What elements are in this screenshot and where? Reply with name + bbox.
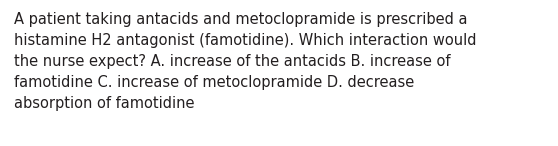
Text: the nurse expect? A. increase of the antacids B. increase of: the nurse expect? A. increase of the ant… xyxy=(14,54,450,69)
Text: A patient taking antacids and metoclopramide is prescribed a: A patient taking antacids and metoclopra… xyxy=(14,12,468,27)
Text: absorption of famotidine: absorption of famotidine xyxy=(14,96,195,111)
Text: famotidine C. increase of metoclopramide D. decrease: famotidine C. increase of metoclopramide… xyxy=(14,75,414,90)
Text: histamine H2 antagonist (famotidine). Which interaction would: histamine H2 antagonist (famotidine). Wh… xyxy=(14,33,477,48)
